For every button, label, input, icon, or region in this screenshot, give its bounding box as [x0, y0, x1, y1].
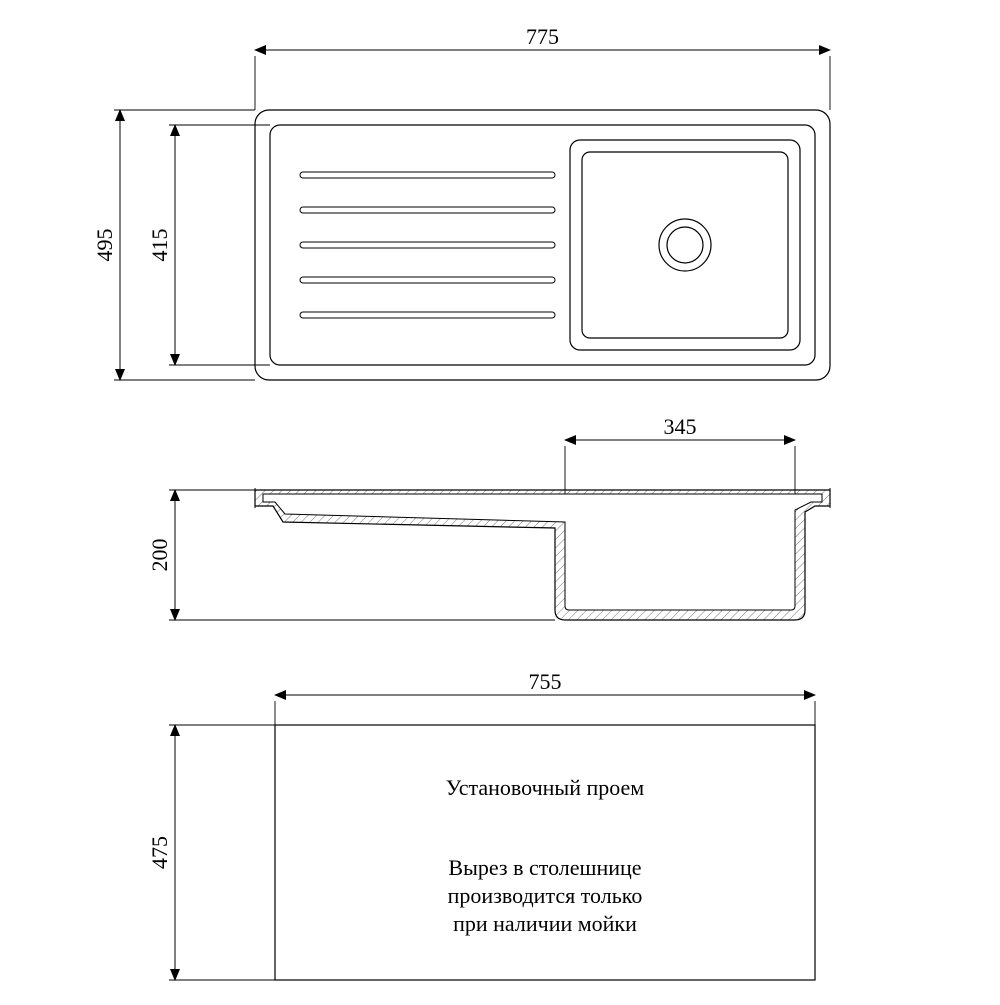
drain-groove — [300, 277, 555, 283]
drain-groove — [300, 207, 555, 213]
svg-text:755: 755 — [529, 669, 562, 694]
svg-text:415: 415 — [147, 229, 172, 262]
note-line: Вырез в столешнице — [448, 855, 641, 880]
note-title: Установочный проем — [446, 775, 644, 800]
svg-text:200: 200 — [147, 539, 172, 572]
technical-drawing: 775 495 415 345 200 755 475 Установочный проем В… — [0, 0, 1000, 1000]
svg-text:345: 345 — [664, 414, 697, 439]
cutout-rect — [275, 725, 815, 980]
sink-outer — [255, 110, 830, 380]
note-line: при наличии мойки — [453, 911, 637, 936]
sink-inner-ledge — [270, 125, 815, 365]
note-line: производится только — [448, 883, 643, 908]
basin-inner — [582, 152, 788, 338]
section-hatch — [255, 490, 830, 620]
drain-groove — [300, 172, 555, 178]
drain-groove — [300, 312, 555, 318]
drain-inner — [667, 227, 703, 263]
section-outline — [255, 490, 830, 620]
drain-groove — [300, 242, 555, 248]
svg-text:495: 495 — [92, 229, 117, 262]
basin-outer — [570, 140, 800, 350]
svg-text:475: 475 — [147, 836, 172, 869]
svg-text:775: 775 — [526, 24, 559, 49]
